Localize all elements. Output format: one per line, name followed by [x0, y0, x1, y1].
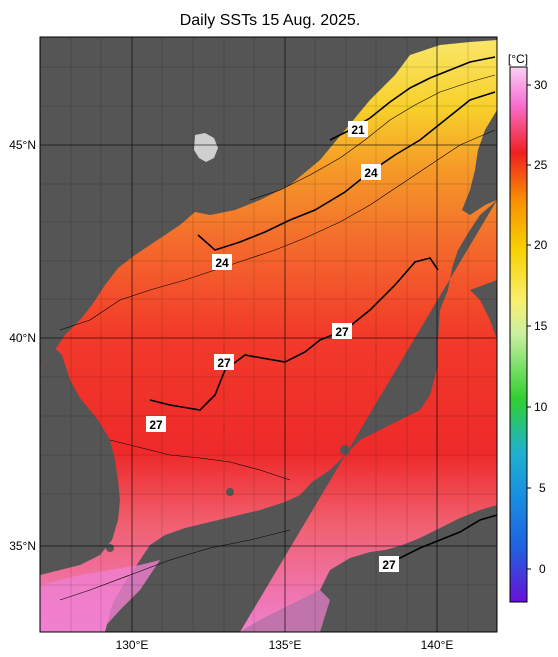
lon-tick-130: 130°E	[116, 638, 149, 652]
island-oki	[226, 488, 234, 496]
colorbar-tick-15: 15	[534, 319, 548, 333]
lon-tick-135: 135°E	[269, 638, 302, 652]
contour-label-24b: 24	[215, 256, 229, 270]
lon-tick-140: 140°E	[421, 638, 454, 652]
land-continent	[40, 37, 497, 370]
lat-axis: 45°N 40°N 35°N	[9, 138, 36, 553]
colorbar-unit: [°C]	[508, 52, 528, 66]
colorbar: [°C] 30 25 20 15 10 5 0	[508, 52, 548, 603]
isotherm-thin-2	[249, 74, 496, 201]
colorbar-tick-30: 30	[534, 78, 548, 92]
lat-tick-40: 40°N	[9, 331, 36, 345]
contour-label-21: 21	[351, 123, 365, 137]
lat-tick-35: 35°N	[9, 539, 36, 553]
island-sado	[340, 445, 350, 455]
minor-graticule	[40, 37, 497, 632]
colorbar-tick-10: 10	[534, 400, 548, 414]
contour-label-27d: 27	[382, 558, 396, 572]
isotherm-thin-3	[109, 439, 291, 481]
colorbar-tick-25: 25	[534, 158, 548, 172]
land-honshu	[105, 200, 497, 632]
contour-label-27c: 27	[149, 418, 163, 432]
land-island-north	[470, 280, 497, 340]
isotherm-thin-1	[59, 129, 496, 331]
warm-water-pink	[40, 560, 160, 632]
graticule	[40, 37, 497, 632]
land-korea	[40, 348, 120, 575]
contour-labels: 21 24 24 27 27 27 27	[146, 121, 399, 572]
lake-khanka	[194, 133, 218, 162]
isotherm-thin-4	[59, 529, 291, 601]
contour-label-27a: 27	[335, 325, 349, 339]
map-title: Daily SSTs 15 Aug. 2025.	[179, 12, 361, 29]
lat-tick-45: 45°N	[9, 138, 36, 152]
isotherm-27-south	[379, 514, 497, 566]
island-tsushima	[106, 544, 114, 552]
isotherm-27	[149, 257, 439, 411]
colorbar-scale	[509, 66, 528, 603]
colorbar-tick-20: 20	[534, 238, 548, 252]
lon-axis: 130°E 135°E 140°E	[116, 638, 454, 652]
contour-label-27b: 27	[217, 356, 231, 370]
map-area	[40, 37, 497, 632]
colorbar-tick-0: 0	[539, 562, 546, 576]
map-frame	[39, 36, 498, 633]
isotherm-24	[197, 91, 496, 251]
colorbar-tick-5: 5	[539, 481, 546, 495]
contour-label-24a: 24	[364, 166, 378, 180]
land-hokkaido	[462, 110, 497, 215]
